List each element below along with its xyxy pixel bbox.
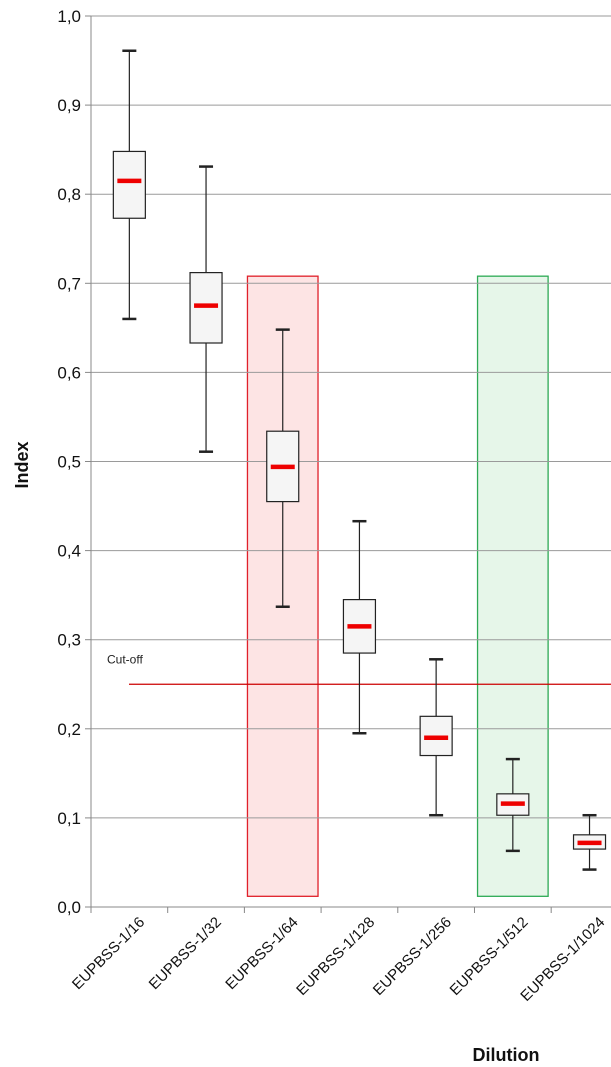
cutoff-layer: Cut-off [107, 652, 611, 685]
x-category-label: EUPBSS-1/256 [370, 914, 455, 999]
y-tick-label: 0,4 [57, 542, 81, 561]
y-tick-label: 0,5 [57, 453, 81, 472]
box-plot-6 [496, 757, 530, 853]
y-tick-label: 0,0 [57, 898, 81, 917]
axes [85, 15, 611, 913]
box-plot-4 [342, 519, 377, 735]
x-category-label: EUPBSS-1/32 [146, 914, 225, 993]
y-tick-label: 0,3 [57, 631, 81, 650]
y-tick-label: 0,9 [57, 96, 81, 115]
x-axis-title: Dilution [473, 1045, 540, 1065]
y-tick-label: 0,7 [57, 274, 81, 293]
box-plot-7 [572, 813, 607, 871]
boxes-layer [112, 49, 607, 871]
x-category-label: EUPBSS-1/128 [293, 914, 378, 999]
box-plot-1 [112, 49, 146, 321]
x-category-label: EUPBSS-1/512 [447, 914, 532, 999]
y-tick-label: 0,2 [57, 720, 81, 739]
box-plot-3 [266, 328, 300, 608]
iqr-box [112, 150, 146, 219]
y-tick-label: 0,8 [57, 185, 81, 204]
x-category-label: EUPBSS-1/1024 [517, 914, 608, 1005]
cutoff-label: Cut-off [107, 652, 143, 666]
y-tick-label: 0,1 [57, 809, 81, 828]
y-tick-label: 1,0 [57, 7, 81, 26]
y-tick-label: 0,6 [57, 363, 81, 382]
box-plot-2 [189, 165, 223, 453]
x-category-label: EUPBSS-1/16 [69, 914, 148, 993]
x-category-label: EUPBSS-1/64 [222, 914, 301, 993]
box-plot-5 [419, 658, 453, 817]
y-axis-title: Index [12, 441, 32, 488]
